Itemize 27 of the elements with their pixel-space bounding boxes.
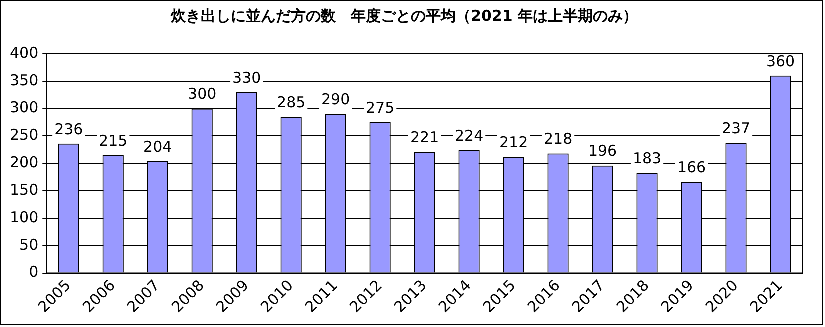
y-tick-label: 0	[29, 263, 39, 282]
data-label: 166	[677, 158, 706, 177]
data-label: 285	[277, 93, 306, 112]
data-label: 330	[232, 68, 262, 87]
data-label: 237	[722, 120, 751, 138]
y-tick-label: 300	[10, 98, 39, 117]
data-label: 221	[410, 128, 440, 147]
data-label: 204	[144, 138, 172, 156]
data-label: 236	[54, 120, 84, 138]
data-label: 290	[322, 90, 350, 109]
data-label: 183	[632, 149, 662, 168]
chart-title: 炊き出しに並んだ方の数 年度ごとの平均（2021 年は上半期のみ）	[170, 6, 638, 25]
y-tick-label: 250	[10, 126, 39, 144]
y-tick-label: 350	[10, 71, 39, 90]
y-tick-label: 200	[10, 154, 39, 172]
data-label: 218	[544, 130, 573, 148]
data-label: 224	[454, 126, 484, 145]
y-tick-label: 150	[10, 180, 39, 199]
y-tick-label: 50	[20, 236, 39, 254]
data-label: 212	[499, 133, 528, 152]
data-label: 300	[188, 85, 217, 104]
y-tick-label: 400	[10, 44, 39, 62]
data-label: 360	[766, 52, 796, 70]
data-label: 196	[588, 142, 618, 160]
data-label: 215	[99, 132, 128, 150]
y-tick-label: 100	[10, 208, 39, 226]
data-label: 275	[366, 98, 395, 117]
